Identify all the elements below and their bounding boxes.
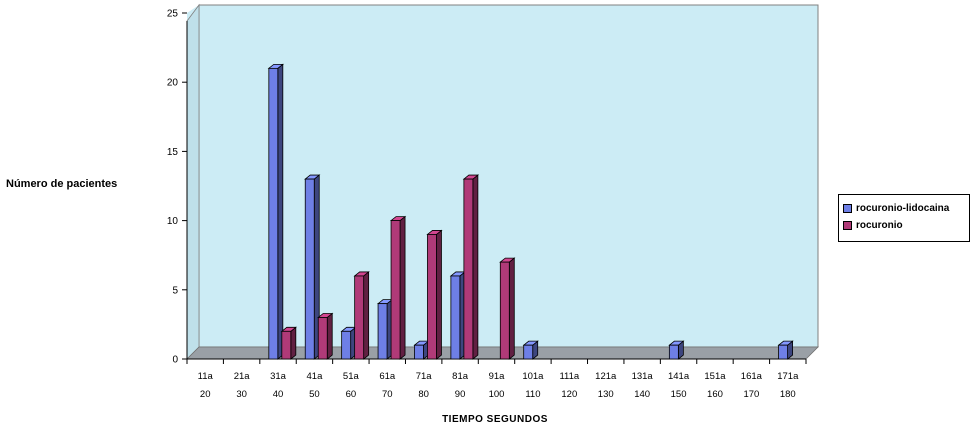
bar-rocuronio-side (399, 215, 406, 360)
x-axis-label: TIEMPO SEGUNDOS (442, 414, 548, 425)
y-tick-label: 25 (167, 9, 179, 20)
bar-rocuronio-side (508, 257, 515, 360)
bar-rocuronio-lidocaina (778, 344, 788, 360)
bar-rocuronio-side (290, 326, 297, 360)
legend-label-rocuronio: rocuronio (856, 220, 903, 231)
x-tick-label: 31a (270, 371, 287, 382)
y-tick-label: 10 (167, 216, 179, 227)
bar-rocuronio-lidocaina (377, 303, 388, 360)
bar-rocuronio-lidocaina (450, 275, 461, 360)
bar-rocuronio (317, 317, 328, 360)
x-tick-label: 180 (780, 389, 796, 400)
x-tick-label: 11a (198, 371, 214, 382)
x-tick-label: 140 (634, 389, 650, 400)
x-tick-label: 161a (741, 371, 763, 382)
legend-swatch-rocuronio-lidocaina (843, 204, 852, 213)
bar-rocuronio (427, 234, 437, 360)
x-tick-label: 130 (598, 389, 614, 400)
bar-rocuronio-side (472, 174, 479, 360)
bar-rocuronio (354, 275, 365, 360)
x-tick-label: 100 (489, 389, 505, 400)
x-tick-label: 121a (595, 371, 617, 382)
y-axis-label: Número de pacientes (6, 178, 118, 190)
x-tick-label: 51a (343, 371, 360, 382)
x-tick-label: 50 (309, 389, 320, 400)
x-tick-label: 141a (668, 371, 690, 382)
x-tick-label: 81a (452, 371, 469, 382)
bar-rocuronio-lidocaina (304, 178, 315, 360)
y-tick-label: 0 (172, 355, 178, 366)
legend-item-rocuronio-lidocaina: rocuronio-lidocaina (843, 200, 965, 217)
x-tick-label: 101a (522, 371, 544, 382)
y-tick-label: 20 (167, 78, 179, 89)
x-tick-label: 120 (561, 389, 577, 400)
x-tick-label: 71a (416, 371, 433, 382)
bar-rocuronio-lidocaina (668, 344, 679, 360)
x-tick-label: 151a (704, 371, 726, 382)
bar-rocuronio (499, 261, 510, 360)
x-tick-label: 40 (273, 389, 284, 400)
x-tick-label: 110 (525, 389, 540, 400)
bar-rocuronio-lidocaina (414, 344, 424, 360)
bar-rocuronio-lidocaina (523, 344, 534, 360)
x-tick-label: 61a (379, 371, 396, 382)
x-tick-label: 90 (455, 389, 466, 400)
x-tick-label: 30 (236, 389, 247, 400)
x-tick-label: 80 (418, 389, 429, 400)
x-tick-label: 171a (777, 371, 799, 382)
bar-rocuronio (463, 178, 474, 360)
bar-rocuronio-side (363, 271, 370, 360)
bar-rocuronio (390, 220, 401, 360)
legend-swatch-rocuronio (843, 221, 852, 230)
x-tick-label: 131a (632, 371, 654, 382)
plot-side-wall (186, 3, 200, 360)
legend-label-rocuronio-lidocaina: rocuronio-lidocaina (856, 203, 950, 214)
x-tick-label: 20 (200, 389, 211, 400)
bar-rocuronio-lidocaina-side (277, 63, 284, 360)
legend-item-rocuronio: rocuronio (843, 217, 965, 234)
legend: rocuronio-lidocaina rocuronio (838, 194, 970, 242)
bar-rocuronio-lidocaina (341, 330, 352, 360)
bar-rocuronio (281, 330, 292, 360)
x-tick-label: 70 (382, 389, 393, 400)
x-tick-label: 170 (743, 389, 759, 400)
x-tick-label: 60 (346, 389, 357, 400)
x-tick-label: 41a (307, 371, 324, 382)
x-tick-label: 111a (559, 371, 579, 382)
bar-rocuronio-side (436, 229, 442, 360)
x-tick-label: 91a (489, 371, 506, 382)
x-tick-label: 150 (671, 389, 687, 400)
y-tick-label: 15 (167, 147, 179, 158)
x-tick-label: 21a (234, 371, 251, 382)
x-tick-label: 160 (707, 389, 723, 400)
bar-rocuronio-side (326, 312, 333, 360)
y-tick-label: 5 (172, 285, 178, 296)
bar-rocuronio-lidocaina (268, 67, 279, 360)
